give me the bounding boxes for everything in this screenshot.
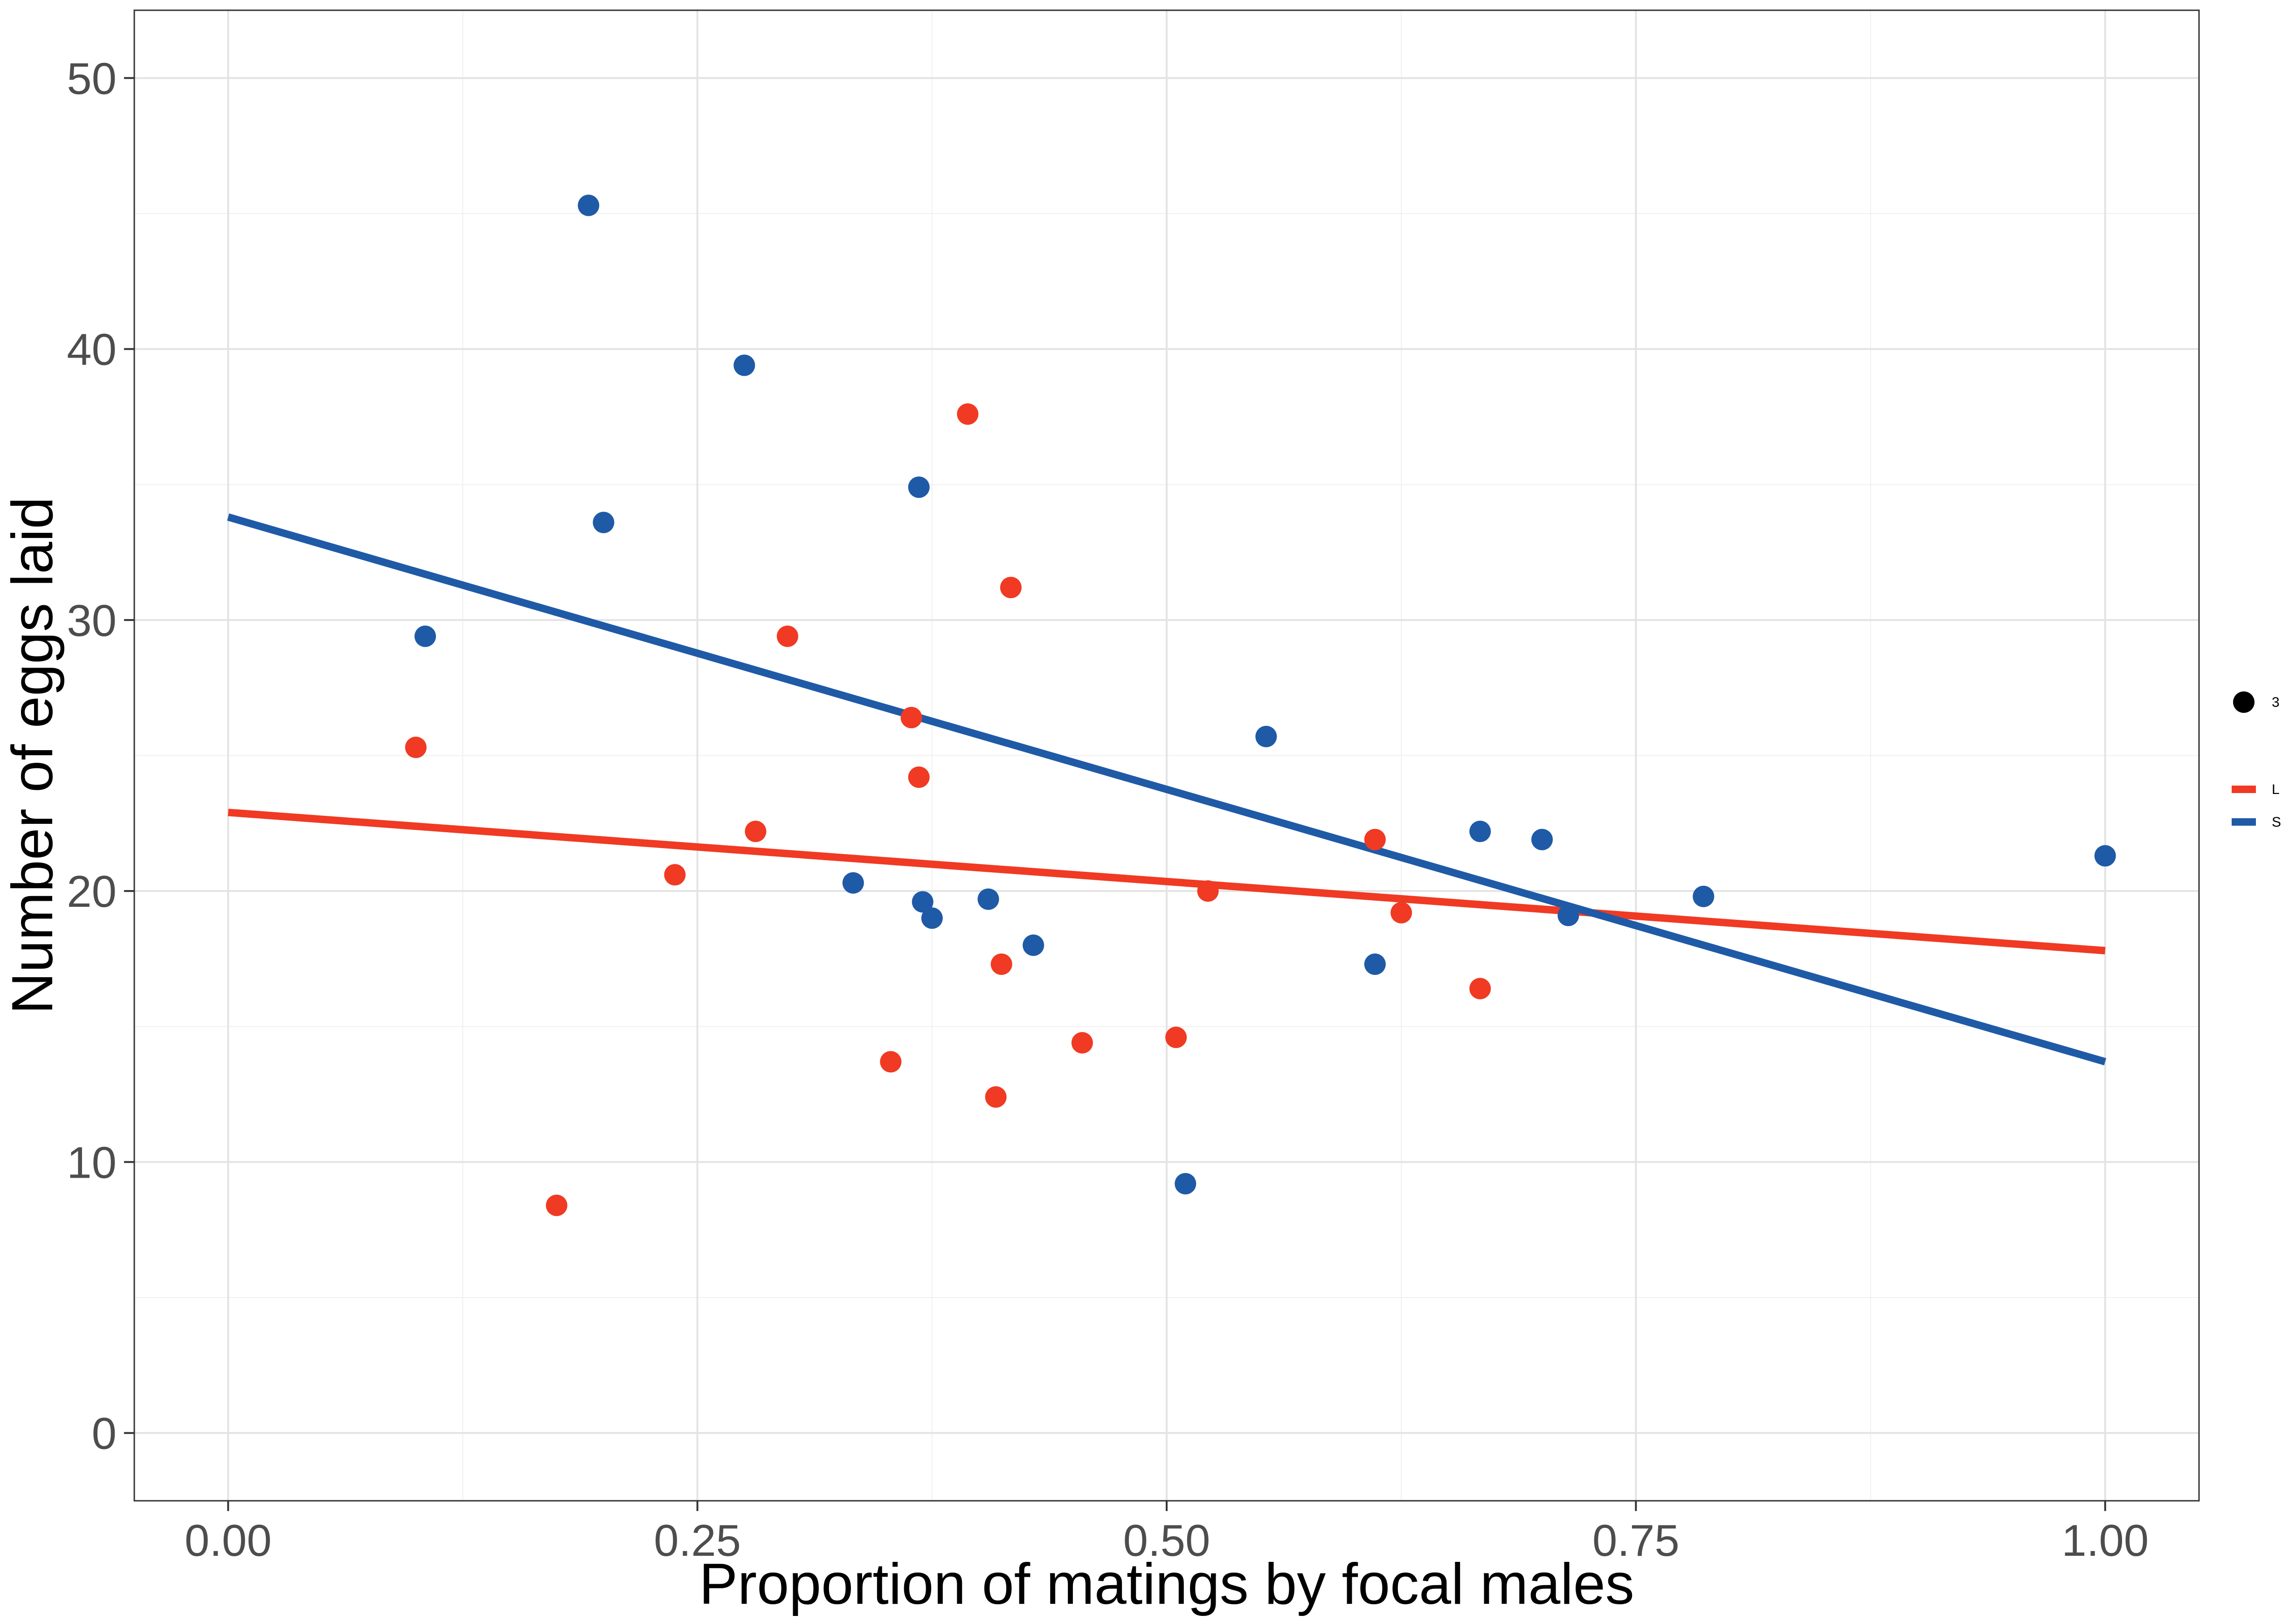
y-tick-label: 10	[67, 1138, 117, 1187]
fit-line-s	[227, 513, 2106, 1066]
y-tick-label: 0	[92, 1409, 117, 1459]
data-point-s	[921, 907, 943, 929]
data-point-s	[1255, 725, 1277, 747]
y-tick-label: 20	[67, 867, 117, 917]
y-tick-label: 40	[67, 325, 117, 375]
data-point-s	[414, 625, 436, 647]
data-point-l	[1197, 880, 1219, 902]
data-point-s	[842, 872, 864, 894]
data-point-s	[912, 891, 934, 913]
data-point-l	[776, 625, 798, 647]
data-point-l	[405, 737, 427, 759]
data-point-l	[745, 821, 767, 842]
data-point-s	[1469, 821, 1491, 842]
y-axis-ticks: 0 10 20 30 40 50	[67, 54, 134, 1459]
data-point-s	[1175, 1173, 1196, 1194]
data-point-s	[908, 476, 930, 498]
legend-line-label: S	[2272, 814, 2281, 830]
data-points	[405, 194, 2116, 1216]
data-point-l	[1071, 1032, 1093, 1054]
data-point-l	[985, 1086, 1007, 1108]
data-point-l	[1390, 902, 1412, 924]
legend-line-keys: LS	[2232, 782, 2281, 830]
data-point-l	[1000, 577, 1022, 599]
data-point-s	[977, 888, 999, 910]
y-tick-label: 30	[67, 596, 117, 646]
data-point-l	[990, 953, 1012, 975]
data-point-s	[2094, 845, 2116, 867]
legend-size-label: 3	[2272, 695, 2280, 710]
x-axis-ticks: 0.00 0.25 0.50 0.75 1.00	[185, 1501, 2149, 1566]
x-tick-label: 0.75	[1592, 1516, 1680, 1566]
y-axis-title: Number of eggs laid	[0, 497, 65, 1015]
data-point-l	[880, 1051, 902, 1073]
data-point-l	[908, 766, 930, 788]
x-tick-label: 1.00	[2061, 1516, 2149, 1566]
legend: 3 LS	[2232, 691, 2281, 830]
legend-line-label: L	[2272, 782, 2280, 797]
data-point-l	[1469, 978, 1491, 1000]
data-point-s	[1693, 885, 1715, 907]
major-gridlines	[134, 10, 2199, 1501]
data-point-s	[1557, 904, 1579, 926]
data-point-s	[733, 354, 755, 376]
data-point-l	[900, 707, 922, 729]
data-point-l	[1364, 828, 1386, 850]
legend-size-key	[2233, 691, 2255, 713]
data-point-s	[1531, 828, 1553, 850]
x-tick-label: 0.25	[654, 1516, 741, 1566]
data-point-s	[578, 194, 600, 216]
x-tick-label: 0.50	[1123, 1516, 1210, 1566]
data-point-s	[1023, 934, 1044, 956]
data-point-l	[546, 1194, 567, 1216]
data-point-s	[593, 511, 615, 533]
x-tick-label: 0.00	[185, 1516, 272, 1566]
fit-lines	[227, 513, 2106, 1066]
data-point-l	[957, 403, 979, 425]
y-tick-label: 50	[67, 54, 117, 104]
data-point-l	[1165, 1027, 1187, 1049]
x-axis-title: Proportion of matings by focal males	[699, 1552, 1634, 1616]
data-point-s	[1364, 953, 1386, 975]
data-point-l	[664, 864, 686, 886]
fit-line-l	[228, 808, 2106, 954]
